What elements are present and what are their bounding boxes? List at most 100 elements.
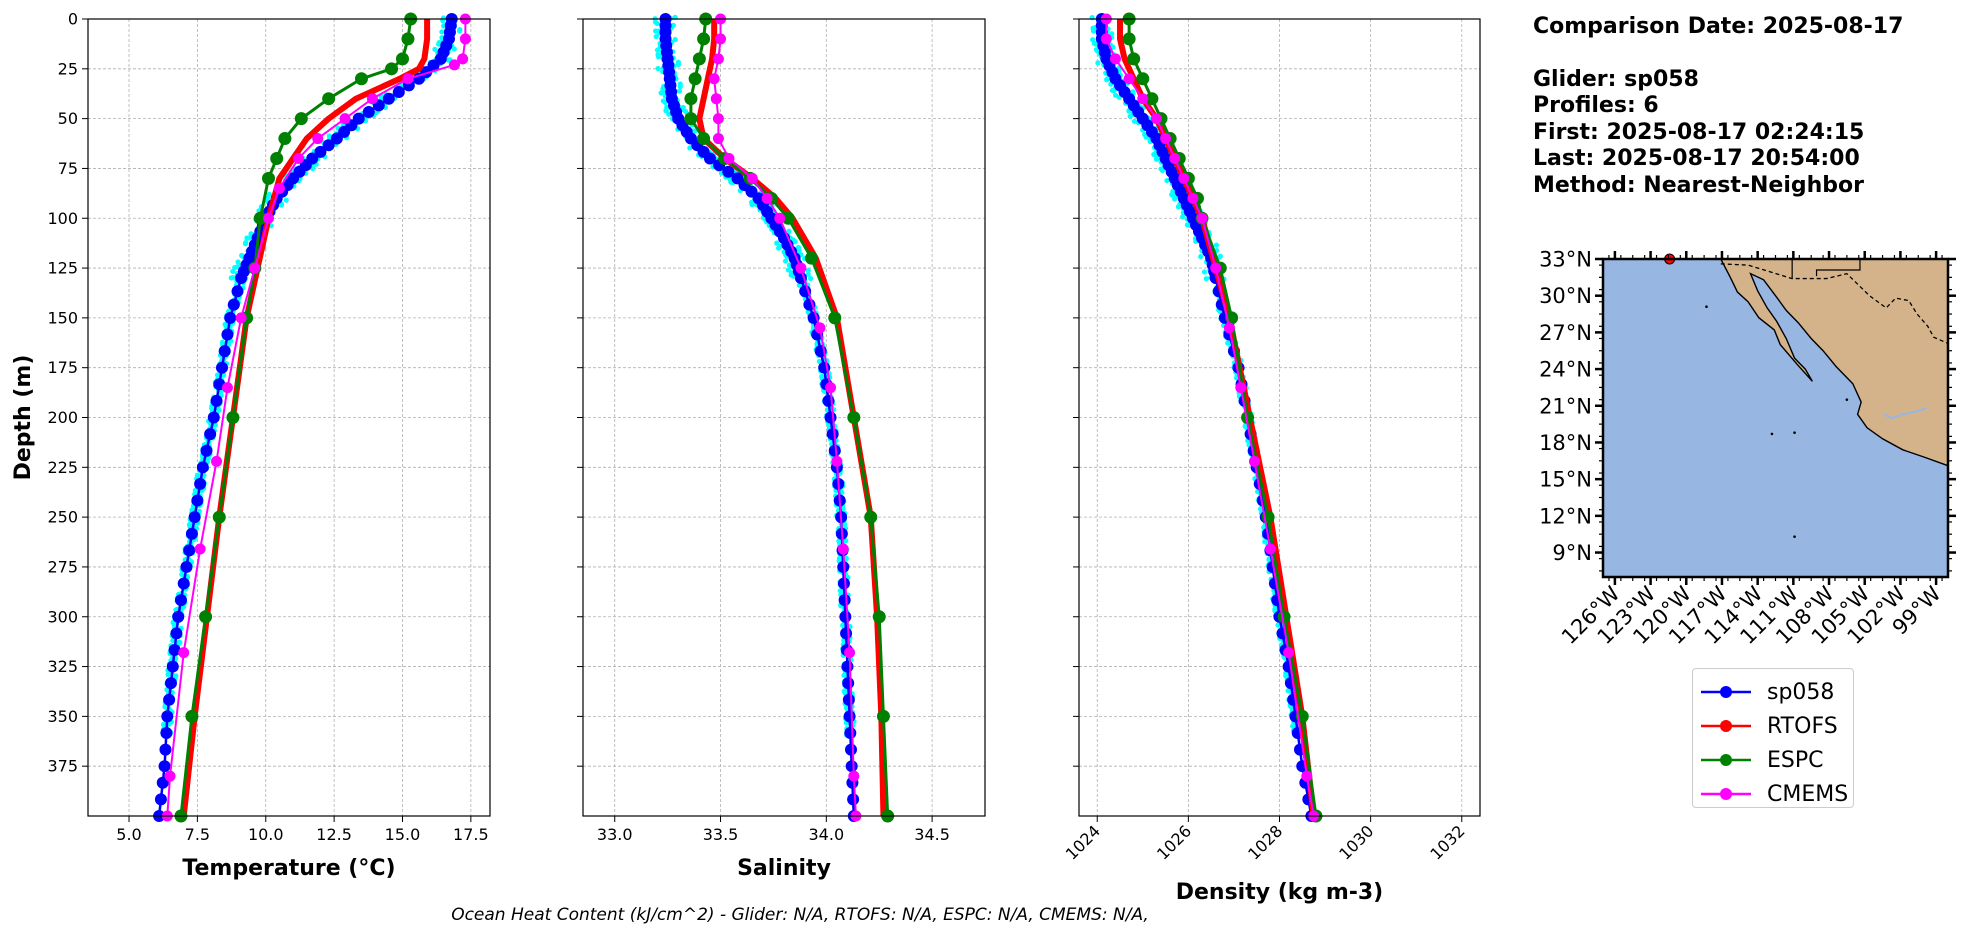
last-time: Last: 2025-08-17 20:54:00 xyxy=(1533,146,1860,171)
series-marker-sp058 xyxy=(842,677,855,690)
x-tick-label: 1028 xyxy=(1244,821,1286,863)
glider-raw-point xyxy=(451,46,457,52)
series-marker-espc xyxy=(1145,92,1159,106)
glider-raw-point xyxy=(1203,276,1209,282)
glider-raw-point xyxy=(242,241,249,247)
series-marker-cmems xyxy=(1178,172,1190,184)
series-marker-cmems xyxy=(712,133,724,145)
series-marker-sp058 xyxy=(235,272,248,285)
glider-raw-point xyxy=(843,538,849,544)
legend-swatch xyxy=(1701,686,1751,698)
series-marker-cmems xyxy=(814,322,826,334)
glider-raw-point xyxy=(687,145,693,151)
series-marker-sp058 xyxy=(841,660,854,673)
series-marker-espc xyxy=(697,132,711,146)
series-marker-sp058 xyxy=(210,394,223,407)
series-marker-sp058 xyxy=(180,560,193,573)
glider-raw-point xyxy=(1104,77,1110,83)
lat-tick-label: 9°N xyxy=(1552,541,1592,565)
state-border xyxy=(1815,259,1861,277)
glider-raw-point xyxy=(432,46,438,52)
glider-raw-point xyxy=(1180,214,1186,220)
series-marker-cmems xyxy=(312,133,324,145)
glider-raw-point xyxy=(1201,269,1208,275)
glider-raw-point xyxy=(235,259,241,265)
series-marker-sp058 xyxy=(227,298,240,311)
series-marker-sp058 xyxy=(221,328,234,341)
series-marker-cmems xyxy=(402,73,414,85)
lat-tick-label: 30°N xyxy=(1539,284,1592,308)
glider-raw-point xyxy=(805,271,811,277)
series-marker-sp058 xyxy=(172,610,185,623)
glider-raw-point xyxy=(1090,28,1097,34)
glider-id: Glider: sp058 xyxy=(1533,66,1699,92)
series-marker-espc xyxy=(828,311,842,325)
glider-raw-point xyxy=(192,487,198,494)
comparison-date: Comparison Date: 2025-08-17 xyxy=(1533,14,1904,39)
y-tick-label: 200 xyxy=(47,408,78,427)
series-marker-espc xyxy=(395,52,409,66)
location-map: 33°N30°N27°N24°N21°N18°N15°N12°N9°N126°W… xyxy=(1539,248,1956,649)
glider-raw-point xyxy=(1198,253,1204,260)
glider-raw-point xyxy=(655,65,661,72)
series-marker-sp058 xyxy=(231,285,244,298)
island xyxy=(1793,535,1796,538)
series-marker-cmems xyxy=(457,53,469,65)
series-marker-sp058 xyxy=(159,743,172,756)
series-marker-sp058 xyxy=(207,411,220,424)
series-marker-sp058 xyxy=(826,428,839,441)
series-marker-espc xyxy=(692,52,706,66)
series-marker-cmems xyxy=(1123,73,1135,85)
legend-label: RTOFS xyxy=(1767,713,1838,739)
series-marker-sp058 xyxy=(382,92,395,105)
series-marker-espc xyxy=(385,62,399,76)
y-tick-label: 150 xyxy=(47,308,78,327)
series-marker-cmems xyxy=(178,647,190,659)
glider-raw-point xyxy=(436,41,442,47)
y-tick-label: 100 xyxy=(47,209,78,228)
series-marker-cmems xyxy=(1160,133,1172,145)
y-tick-label: 325 xyxy=(47,657,78,676)
series-marker-cmems xyxy=(1100,33,1112,45)
series-marker-sp058 xyxy=(191,494,204,507)
glider-raw-point xyxy=(748,199,755,205)
legend-item-rtofs: RTOFS xyxy=(1693,709,1853,743)
y-tick-label: 125 xyxy=(47,259,78,278)
glider-raw-point xyxy=(1109,31,1115,37)
series-marker-cmems xyxy=(293,152,305,164)
series-marker-espc xyxy=(278,132,292,146)
glider-raw-point xyxy=(1159,167,1166,174)
legend-swatch xyxy=(1701,788,1751,800)
series-marker-cmems xyxy=(1301,770,1313,782)
series-marker-espc xyxy=(1136,72,1150,86)
series-marker-cmems xyxy=(1223,322,1235,334)
series-marker-espc xyxy=(294,112,308,126)
glider-raw-point xyxy=(1213,242,1220,248)
y-tick-label: 175 xyxy=(47,358,78,377)
series-marker-sp058 xyxy=(828,444,841,457)
glider-raw-point xyxy=(179,571,185,578)
glider-raw-point xyxy=(165,672,171,678)
salinity-panel: 33.0 33.5 34.0 34.5 Salinity xyxy=(577,12,986,881)
series-marker-cmems xyxy=(746,172,758,184)
glider-raw-point xyxy=(660,98,666,104)
legend-swatch xyxy=(1701,754,1751,766)
series-marker-sp058 xyxy=(154,793,167,806)
series-marker-sp058 xyxy=(392,86,405,99)
x-tick-label: 1030 xyxy=(1335,821,1377,863)
series-marker-espc xyxy=(261,171,275,185)
series-marker-espc xyxy=(872,610,886,624)
glider-raw-point xyxy=(653,33,659,40)
method: Method: Nearest-Neighbor xyxy=(1533,172,1864,198)
glider-raw-point xyxy=(805,267,811,274)
series-marker-cmems xyxy=(825,382,837,394)
series-marker-cmems xyxy=(339,113,351,125)
y-tick-label: 300 xyxy=(47,607,78,626)
island xyxy=(1845,398,1849,401)
x-tick-label: 1024 xyxy=(1062,821,1104,863)
series-marker-cmems xyxy=(848,770,860,782)
river xyxy=(1883,407,1927,420)
series-marker-espc xyxy=(847,411,861,424)
lat-tick-label: 18°N xyxy=(1539,431,1592,455)
series-marker-sp058 xyxy=(196,461,209,474)
